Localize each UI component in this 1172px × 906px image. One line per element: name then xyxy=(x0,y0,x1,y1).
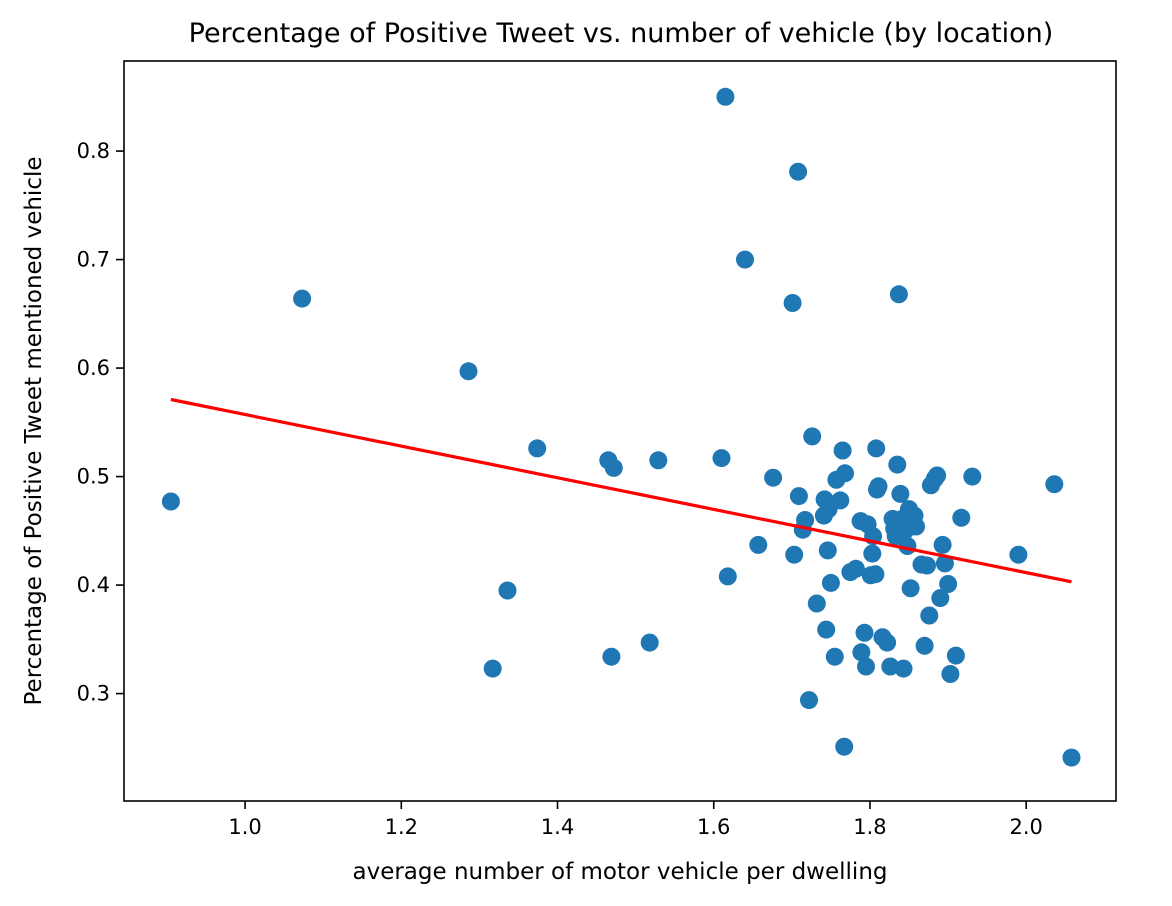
y-tick-label: 0.3 xyxy=(77,682,110,706)
scatter-point xyxy=(946,646,965,665)
scatter-point xyxy=(712,449,731,468)
x-tick-label: 2.0 xyxy=(1009,815,1042,839)
scatter-point xyxy=(833,441,852,460)
scatter-point xyxy=(483,659,502,678)
scatter-point xyxy=(939,575,958,593)
scatter-point xyxy=(836,464,854,483)
scatter-point xyxy=(716,87,735,106)
scatter-point xyxy=(831,491,850,510)
scatter-point xyxy=(649,451,668,470)
scatter-point xyxy=(604,458,623,477)
x-axis-label: average number of motor vehicle per dwel… xyxy=(352,859,887,885)
scatter-point xyxy=(846,559,865,578)
x-tick-label: 1.2 xyxy=(385,815,418,839)
y-tick-label: 0.6 xyxy=(77,356,110,380)
scatter-point xyxy=(803,427,822,446)
y-tick-label: 0.4 xyxy=(77,573,110,597)
scatter-point xyxy=(807,594,826,613)
y-tick-label: 0.5 xyxy=(77,465,110,489)
scatter-point xyxy=(894,659,913,678)
scatter-point xyxy=(855,623,874,642)
trend-line xyxy=(170,397,1072,584)
scatter-point xyxy=(1009,545,1028,564)
scatter-point xyxy=(818,541,837,560)
scatter-point xyxy=(935,554,954,573)
scatter-point xyxy=(602,647,621,666)
scatter-point xyxy=(931,589,950,608)
scatter-point xyxy=(785,545,804,564)
plot-frame xyxy=(123,60,1117,802)
scatter-point xyxy=(867,439,886,458)
scatter-point xyxy=(907,517,925,536)
plot-area xyxy=(161,87,1081,767)
scatter-point xyxy=(933,535,952,554)
scatter-point xyxy=(1045,475,1064,494)
scatter-point xyxy=(783,294,802,312)
y-tick-label: 0.8 xyxy=(77,139,110,163)
scatter-point xyxy=(789,487,808,506)
x-tick-label: 1.4 xyxy=(541,815,574,839)
scatter-point xyxy=(901,579,920,598)
y-axis: 0.3 0.4 0.5 0.6 0.7 0.8 xyxy=(77,139,124,706)
scatter-point xyxy=(835,737,854,756)
scatter-point xyxy=(857,657,875,676)
x-tick-label: 1.6 xyxy=(697,815,730,839)
scatter-point xyxy=(640,633,659,652)
scatter-point xyxy=(878,633,897,652)
scatter-point xyxy=(789,162,808,181)
x-tick-label: 1.8 xyxy=(853,815,886,839)
scatter-point xyxy=(459,362,478,381)
scatter-point xyxy=(963,467,982,486)
chart-title: Percentage of Positive Tweet vs. number … xyxy=(189,18,1054,49)
scatter-point xyxy=(718,567,737,586)
scatter-point xyxy=(161,492,180,511)
scatter-point xyxy=(736,250,754,269)
scatter-point xyxy=(817,620,836,639)
scatter-point xyxy=(888,455,907,474)
scatter-point xyxy=(881,657,900,676)
scatter-point xyxy=(852,643,871,662)
scatter-point xyxy=(920,606,939,625)
x-tick-label: 1.0 xyxy=(228,815,261,839)
scatter-point xyxy=(293,289,312,308)
scatter-point xyxy=(889,285,908,304)
scatter-point xyxy=(863,544,882,563)
scatter-point xyxy=(764,468,783,487)
scatter-point xyxy=(869,477,888,496)
scatter-point xyxy=(796,511,815,529)
scatter-point xyxy=(941,665,960,683)
scatter-point xyxy=(928,466,947,485)
scatter-point xyxy=(825,647,844,666)
y-axis-label: Percentage of Positive Tweet mentioned v… xyxy=(21,156,47,705)
scatter-point xyxy=(952,508,971,527)
scatter-point xyxy=(498,581,517,600)
scatter-point xyxy=(800,691,818,710)
scatter-point xyxy=(1062,748,1081,767)
y-tick-label: 0.7 xyxy=(77,248,110,272)
scatter-point xyxy=(866,565,885,584)
scatter-point xyxy=(915,636,934,655)
scatter-point xyxy=(918,556,936,575)
scatter-point xyxy=(891,484,910,503)
scatter-point xyxy=(749,535,768,554)
x-axis: 1.0 1.2 1.4 1.6 1.8 2.0 xyxy=(228,801,1043,839)
scatter-point xyxy=(821,573,840,592)
scatter-point xyxy=(528,439,547,458)
